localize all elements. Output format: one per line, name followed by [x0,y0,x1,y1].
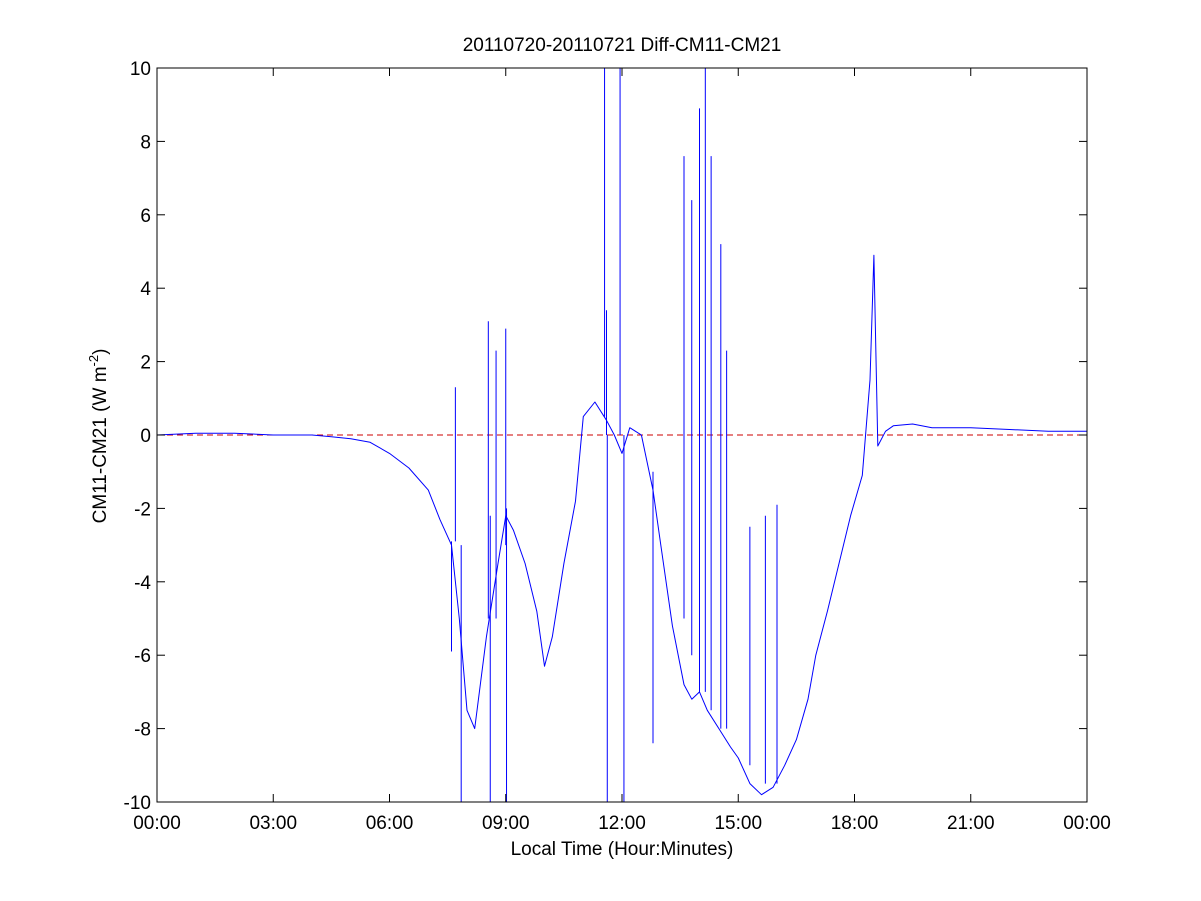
x-tick-label: 21:00 [947,813,995,834]
spike-group [451,68,778,802]
y-axis-label: CM11-CM21 (W m-2) [86,349,111,524]
y-tick-label: 4 [140,279,151,300]
x-tick-label: 00:00 [1063,813,1111,834]
x-axis-ticks: 00:00 03:00 06:00 09:00 12:00 15:00 18:00 21:00… [133,68,1111,834]
y-tick-label: 0 [140,426,151,447]
y-axis-label-superscript: -2 [86,355,101,367]
y-axis-label-close: ) [90,349,111,355]
y-tick-label: 10 [130,59,151,80]
y-axis-label-main: CM11-CM21 (W m [90,366,111,523]
y-axis-ticks: 10 8 6 4 2 0 -2 -4 -6 -8 -10 [124,59,1087,814]
x-tick-label: 06:00 [366,813,414,834]
series-line [156,254,1087,796]
y-tick-label: 6 [140,206,151,227]
y-tick-label: -4 [134,573,151,594]
x-tick-label: 12:00 [598,813,646,834]
series-group [156,254,1087,796]
y-tick-label: -8 [134,720,151,741]
chart-title: 20110720-20110721 Diff-CM11-CM21 [463,35,782,56]
y-tick-label: 8 [140,132,151,153]
y-tick-label: -6 [134,646,151,667]
y-tick-label: -2 [134,499,151,520]
x-tick-label: 00:00 [133,813,181,834]
y-tick-label: -10 [124,793,151,814]
x-axis-label: Local Time (Hour:Minutes) [511,839,734,860]
x-tick-label: 09:00 [482,813,530,834]
x-tick-label: 18:00 [831,813,879,834]
y-tick-label: 2 [140,353,151,374]
x-tick-label: 03:00 [249,813,297,834]
x-tick-label: 15:00 [714,813,762,834]
